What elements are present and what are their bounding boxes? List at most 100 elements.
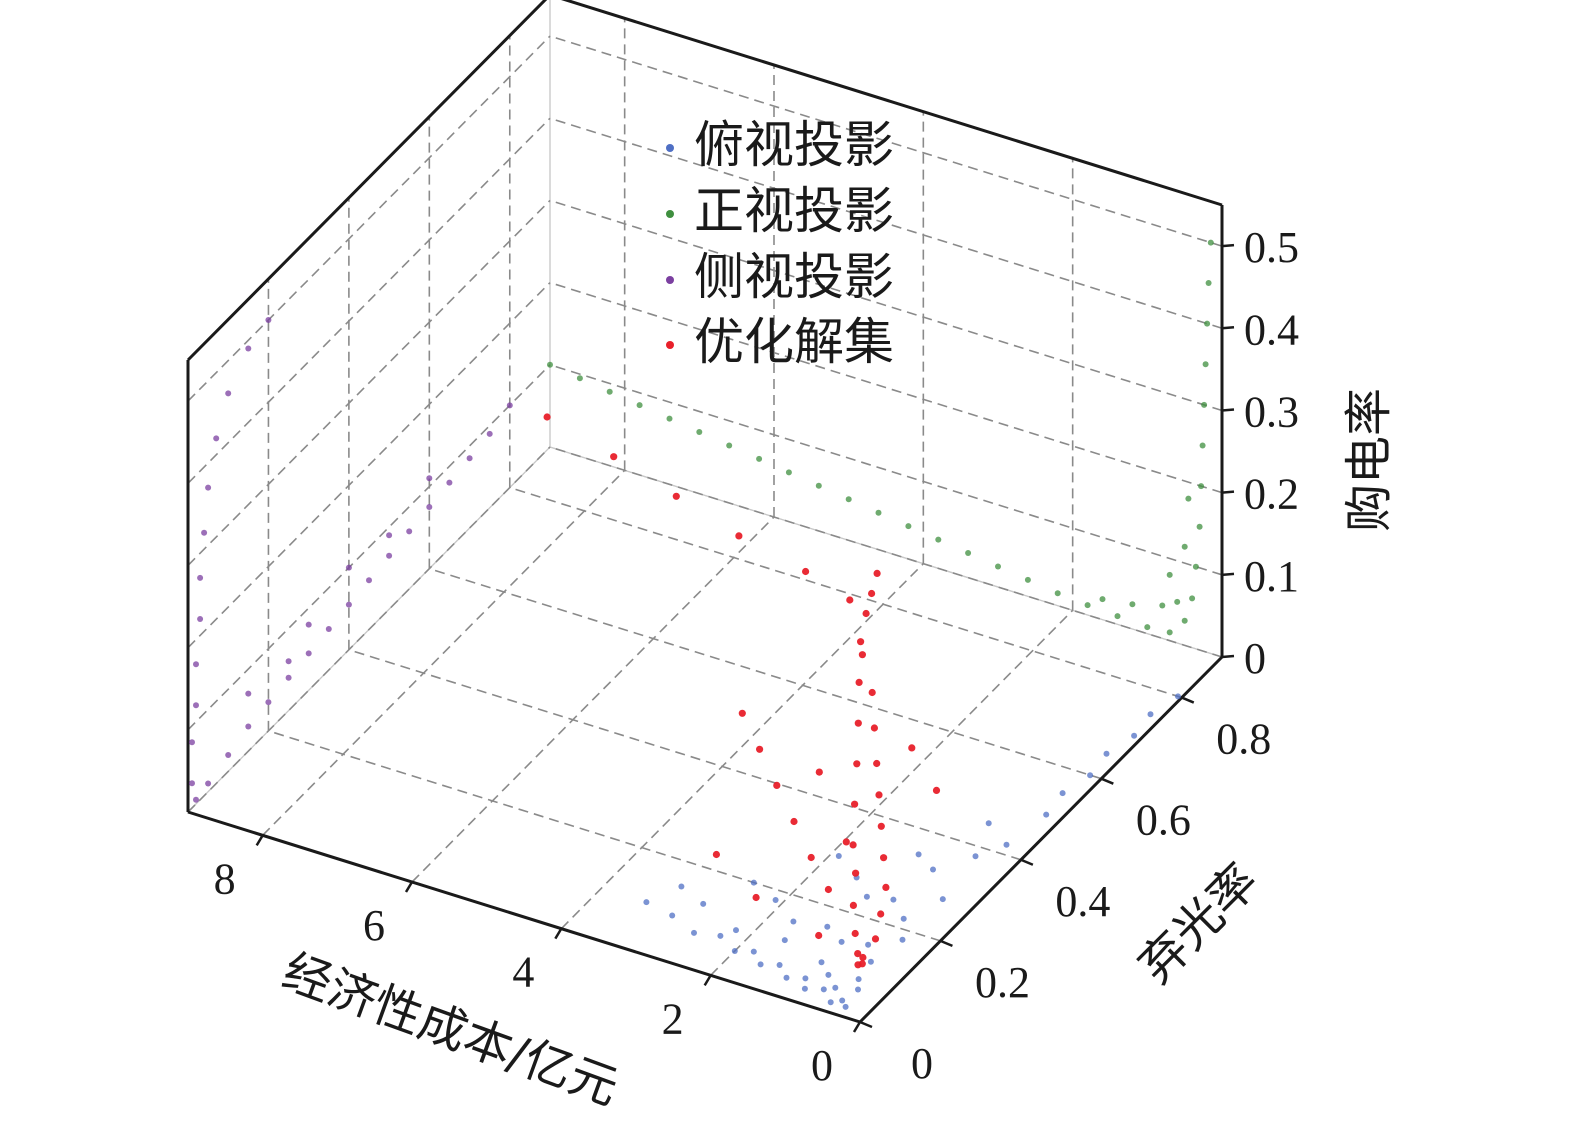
frame-edge (186, 0, 548, 362)
y-tick-mark (1020, 858, 1034, 866)
data-point (193, 796, 199, 803)
data-point (1159, 602, 1166, 609)
data-point (807, 853, 815, 862)
data-point (862, 609, 870, 618)
data-point (1201, 401, 1208, 408)
data-point (201, 529, 208, 536)
data-point (781, 937, 788, 944)
data-point (772, 897, 779, 903)
data-point (466, 455, 473, 462)
data-point (972, 853, 979, 860)
data-point (854, 961, 862, 969)
grid-lines (187, 18, 1223, 1023)
x-tick-label: 6 (363, 901, 385, 950)
data-point (1181, 543, 1188, 550)
data-point (877, 910, 885, 918)
data-point (225, 390, 232, 397)
data-point (857, 638, 865, 646)
data-point (875, 509, 882, 516)
data-point (852, 869, 860, 877)
data-point (305, 621, 312, 628)
grid-line (710, 609, 1074, 976)
x-axis-label: 经济性成本/亿元 (275, 943, 625, 1116)
data-point (735, 532, 743, 540)
data-point (756, 455, 763, 462)
data-point (863, 893, 870, 900)
data-point (851, 800, 859, 808)
data-point (802, 975, 809, 982)
y-tick-label: 0.8 (1216, 715, 1271, 764)
data-point (265, 699, 272, 706)
z-tick-label: 0.4 (1244, 305, 1299, 354)
data-point (935, 536, 942, 543)
data-point (366, 577, 372, 584)
floor-pane (186, 446, 1224, 1023)
data-point (858, 651, 867, 659)
data-point (849, 901, 858, 910)
y-tick-mark (939, 939, 953, 948)
data-point (1205, 280, 1212, 286)
data-point (1185, 495, 1192, 502)
z-tick-mark (1221, 243, 1235, 248)
x-tick-label: 2 (662, 994, 684, 1043)
z-tick-mark (1221, 326, 1235, 330)
data-point (871, 935, 880, 943)
data-point (1147, 711, 1154, 718)
grid-line (348, 649, 1022, 861)
data-point (1189, 595, 1196, 602)
grid-line (549, 446, 1223, 658)
x-tick-mark (255, 834, 264, 846)
data-point (855, 976, 862, 983)
data-point (726, 442, 733, 449)
data-point (1199, 442, 1206, 449)
data-point (678, 883, 685, 890)
data-point (1084, 602, 1091, 609)
data-point (205, 780, 212, 787)
data-point (824, 923, 831, 930)
data-point (757, 961, 764, 968)
data-point (666, 415, 673, 422)
data-point (1024, 576, 1031, 583)
data-point (213, 435, 220, 442)
data-point (868, 589, 876, 598)
data-point (225, 752, 232, 758)
data-point (386, 532, 393, 539)
data-point (197, 616, 204, 622)
data-point (1103, 750, 1110, 757)
legend-label-top-view: 俯视投影 (694, 116, 894, 174)
grid-line (549, 364, 1223, 576)
data-point (750, 879, 757, 886)
data-point (1114, 613, 1121, 620)
data-point (785, 469, 792, 476)
x-axis-line (187, 810, 861, 1024)
x-tick-mark (404, 881, 414, 893)
grid-line (549, 281, 1223, 494)
data-point (835, 853, 842, 859)
data-point (790, 817, 798, 826)
data-point (899, 936, 906, 943)
data-point (824, 885, 833, 894)
data-point (696, 429, 703, 435)
data-point (825, 971, 832, 978)
data-point (930, 866, 936, 873)
data-point (506, 402, 513, 409)
data-point (846, 596, 854, 604)
data-point (815, 931, 823, 940)
data-point (1043, 811, 1050, 818)
data-point (820, 986, 827, 993)
data-point (265, 317, 272, 323)
z-tick-label: 0.2 (1244, 470, 1299, 519)
data-point (851, 929, 859, 938)
y-tick-label: 0 (911, 1039, 933, 1088)
data-point (854, 719, 862, 727)
legend-label-optimal-set: 优化解集 (694, 313, 894, 371)
data-point (815, 768, 823, 776)
data-point (1196, 523, 1203, 530)
data-point (880, 854, 888, 862)
data-point (543, 413, 551, 421)
data-point (1144, 624, 1151, 631)
x-tick-label: 4 (512, 948, 534, 997)
data-point (345, 564, 352, 571)
data-point (802, 567, 810, 576)
data-point (669, 912, 676, 919)
